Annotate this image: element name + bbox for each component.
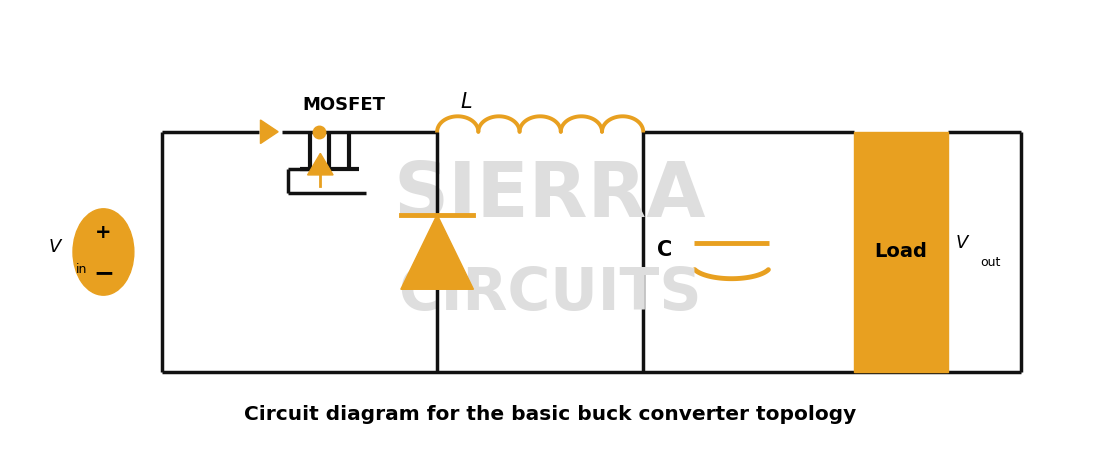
Ellipse shape [73, 209, 134, 295]
Text: Circuit diagram for the basic buck converter topology: Circuit diagram for the basic buck conve… [244, 405, 856, 424]
Text: +: + [96, 223, 112, 242]
Text: $V$: $V$ [47, 238, 63, 256]
Text: C: C [658, 240, 673, 260]
Text: $V$: $V$ [956, 234, 970, 252]
Polygon shape [261, 120, 278, 144]
Text: SIERRA: SIERRA [394, 158, 706, 233]
Text: in: in [76, 263, 88, 276]
Text: −: − [92, 261, 114, 286]
Polygon shape [400, 215, 473, 289]
Bar [855, 132, 947, 372]
Text: $L$: $L$ [461, 92, 473, 112]
Text: MOSFET: MOSFET [302, 96, 385, 114]
Text: CIRCUITS: CIRCUITS [398, 265, 702, 322]
Text: Load: Load [874, 243, 927, 261]
Polygon shape [308, 153, 333, 175]
Text: out: out [980, 256, 1000, 269]
